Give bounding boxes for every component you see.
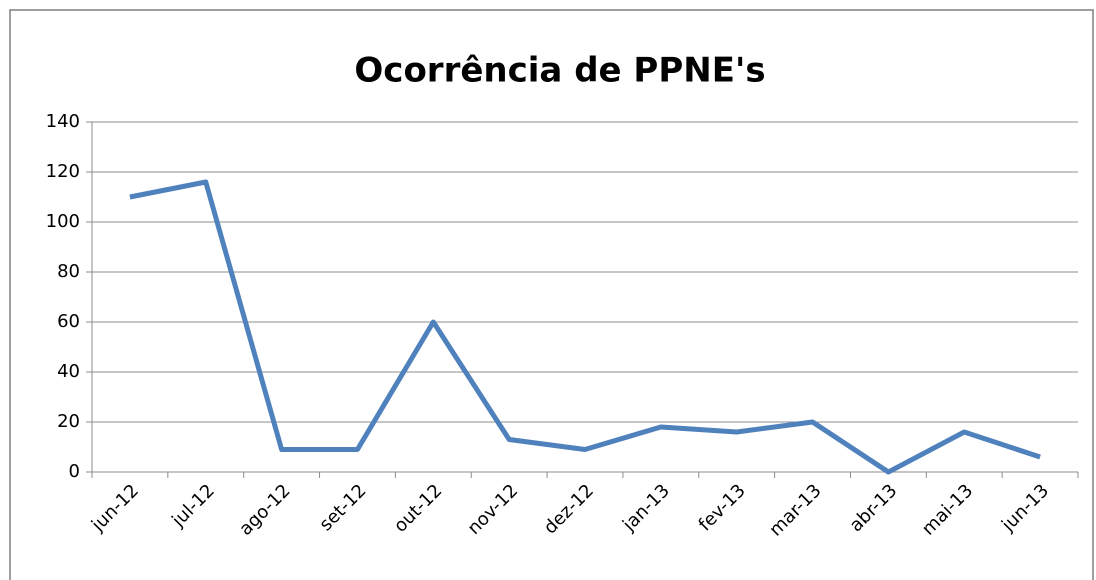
y-tick-label: 120 [46, 161, 80, 182]
y-tick-label: 60 [57, 311, 80, 332]
line-series [129, 179, 1041, 475]
y-tick-label: 80 [57, 261, 80, 282]
y-tick-label: 40 [57, 361, 80, 382]
chart-title: Ocorrência de PPNE's [354, 51, 765, 91]
y-tick-label: 140 [46, 111, 80, 132]
y-tick-label: 0 [69, 461, 80, 482]
y-tick-label: 100 [46, 211, 80, 232]
y-tick-label: 20 [57, 411, 80, 432]
chart-frame [9, 9, 1094, 580]
